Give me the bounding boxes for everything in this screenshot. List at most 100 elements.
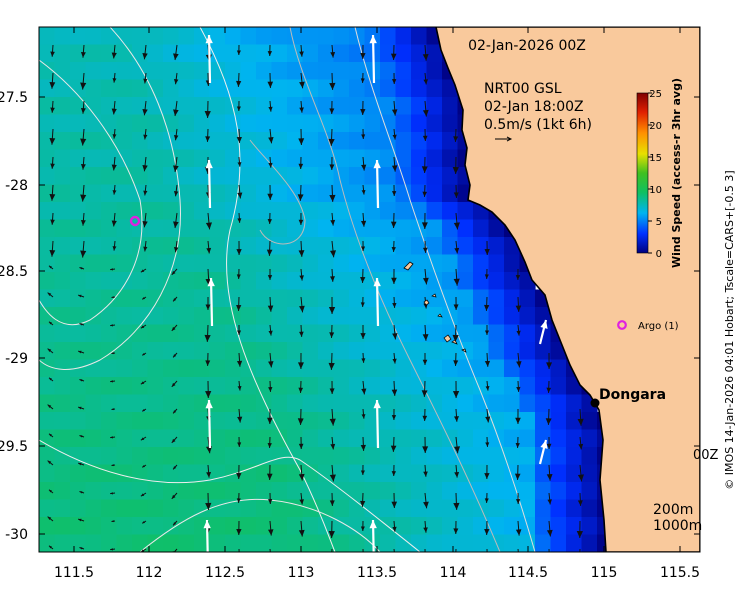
wind-vector xyxy=(172,520,178,526)
speed-cell xyxy=(194,27,211,46)
speed-cell xyxy=(380,342,397,361)
speed-cell xyxy=(39,447,56,466)
wind-vector xyxy=(421,156,428,173)
speed-cell xyxy=(426,289,443,308)
speed-cell xyxy=(85,342,102,361)
wind-vector xyxy=(140,324,147,329)
speed-cell xyxy=(395,27,412,46)
wind-vector xyxy=(422,352,428,366)
wind-vector xyxy=(79,323,85,326)
speed-cell xyxy=(132,359,149,378)
wind-vector xyxy=(422,268,429,285)
wind-vector xyxy=(299,324,304,337)
speed-cell xyxy=(318,289,335,308)
speed-cell xyxy=(70,202,87,221)
speed-cell xyxy=(519,377,536,396)
wind-vector xyxy=(361,380,367,395)
speed-cell xyxy=(411,272,428,291)
wind-vector xyxy=(236,352,243,367)
wind-vector xyxy=(328,128,335,146)
speed-cell xyxy=(488,482,505,501)
speed-cell xyxy=(116,184,133,203)
speed-cell xyxy=(287,307,304,326)
speed-cell xyxy=(54,517,71,536)
speed-cell xyxy=(178,132,195,151)
speed-cell xyxy=(256,27,273,46)
speed-cell xyxy=(240,482,257,501)
y-tick-label: 27.5 xyxy=(0,90,28,106)
speed-cell xyxy=(349,499,366,518)
speed-cell xyxy=(39,499,56,518)
speed-cell xyxy=(364,307,381,326)
speed-cell xyxy=(333,342,350,361)
y-tick-label: 29.5 xyxy=(0,439,28,455)
wind-vector xyxy=(80,240,87,258)
speed-cell xyxy=(442,97,459,116)
wind-vector xyxy=(516,352,522,368)
wind-vector xyxy=(268,520,274,536)
speed-cell xyxy=(566,464,583,483)
wind-vector xyxy=(422,240,428,253)
speed-cell xyxy=(364,202,381,221)
speed-cell xyxy=(519,464,536,483)
speed-cell xyxy=(271,499,288,518)
speed-cell xyxy=(116,44,133,63)
speed-cell xyxy=(225,202,242,221)
wind-vector xyxy=(268,352,274,368)
wind-vector xyxy=(422,408,428,421)
speed-cell xyxy=(85,482,102,501)
speed-cell xyxy=(209,132,226,151)
speed-cell xyxy=(256,324,273,343)
wind-vector xyxy=(236,464,242,479)
wind-vector xyxy=(112,184,117,195)
speed-cell xyxy=(256,114,273,133)
speed-cell xyxy=(488,254,505,273)
speed-cell xyxy=(395,44,412,63)
speed-cell xyxy=(116,412,133,431)
speed-cell xyxy=(70,254,87,273)
speed-cell xyxy=(101,44,118,63)
speed-cell xyxy=(426,132,443,151)
speed-cell xyxy=(147,429,164,448)
speed-cell xyxy=(209,534,226,552)
speed-cell xyxy=(581,412,598,431)
wind-vector xyxy=(111,520,116,523)
speed-cell xyxy=(271,219,288,238)
speed-cell xyxy=(116,534,133,552)
speed-cell xyxy=(271,377,288,396)
wind-vector xyxy=(205,128,211,142)
speed-cell xyxy=(194,202,211,221)
speed-cell xyxy=(256,289,273,308)
speed-cell xyxy=(349,184,366,203)
wind-vector xyxy=(392,296,397,308)
wind-vector xyxy=(267,436,272,448)
speed-cell xyxy=(488,237,505,256)
wind-vector xyxy=(422,324,429,341)
speed-cell xyxy=(85,219,102,238)
speed-cell xyxy=(457,324,474,343)
speed-cell xyxy=(70,289,87,308)
speed-cell xyxy=(147,324,164,343)
speed-cell xyxy=(442,429,459,448)
wind-vector xyxy=(391,156,398,172)
speed-cell xyxy=(473,359,490,378)
wind-vector xyxy=(79,491,85,494)
speed-cell xyxy=(457,289,474,308)
speed-cell xyxy=(178,394,195,413)
wind-vectors xyxy=(47,34,584,552)
argo-legend-label: Argo (1) xyxy=(638,321,679,332)
speed-cell xyxy=(256,517,273,536)
speed-cell xyxy=(488,324,505,343)
wind-vector xyxy=(577,492,583,506)
wind-vector xyxy=(329,324,335,338)
speed-cell xyxy=(70,534,87,552)
speed-cell xyxy=(333,324,350,343)
speed-cell xyxy=(395,62,412,81)
speed-cell xyxy=(85,237,102,256)
speed-cell xyxy=(457,237,474,256)
speed-cell xyxy=(488,342,505,361)
speed-cell xyxy=(287,44,304,63)
wind-vector xyxy=(423,492,429,509)
speed-cell xyxy=(318,429,335,448)
speed-cell xyxy=(395,202,412,221)
